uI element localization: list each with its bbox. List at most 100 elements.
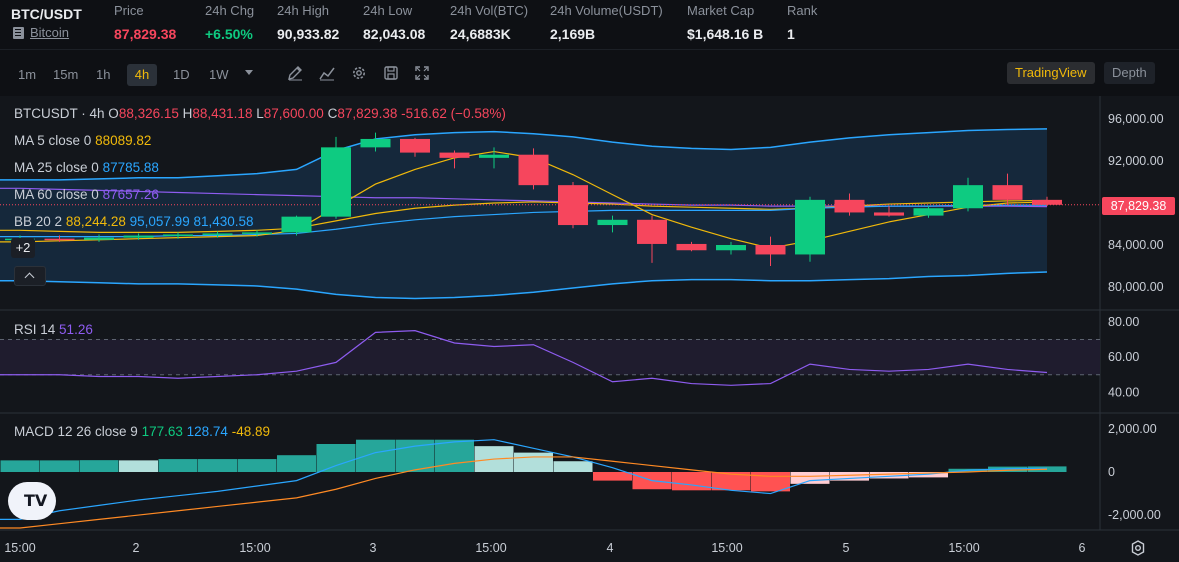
price-chart[interactable]: 96,000.0092,000.0088,000.0084,000.0080,0… [0,96,1179,562]
fullscreen-icon[interactable] [414,65,430,81]
macd-histogram-bar[interactable] [158,459,198,472]
candle[interactable] [439,150,470,169]
candle[interactable] [84,234,114,242]
candle-body[interactable] [913,208,944,216]
macd-histogram-bar[interactable] [198,459,237,472]
candle-body[interactable] [123,235,154,238]
macd-histogram-bar[interactable] [1027,466,1067,472]
depth-tab[interactable]: Depth [1104,62,1155,84]
more-indicators-badge[interactable]: +2 [11,238,35,258]
candle-body[interactable] [953,185,983,209]
candle-body[interactable] [755,245,786,255]
candle[interactable] [1032,196,1062,207]
candle[interactable] [953,177,983,212]
candle-body[interactable] [597,219,628,226]
candle[interactable] [479,147,509,169]
candle[interactable] [992,173,1023,206]
candle-body[interactable] [44,238,75,241]
candle-body[interactable] [281,216,312,233]
macd-histogram-bar[interactable] [40,460,79,472]
asset-name[interactable]: Bitcoin [30,25,70,40]
timeframe-4h[interactable]: 4h [127,64,157,86]
candle-body[interactable] [676,243,707,251]
save-icon[interactable] [383,65,399,81]
candle[interactable] [242,230,272,237]
candle[interactable] [163,232,193,239]
candle[interactable] [321,136,351,219]
tradingview-tab[interactable]: TradingView [1007,62,1095,84]
macd-histogram-bar[interactable] [237,459,277,472]
candle-body[interactable] [163,234,193,237]
macd-histogram-bar[interactable] [790,472,830,484]
macd-histogram-bar[interactable] [553,461,593,472]
candle-body[interactable] [637,219,667,244]
chart-settings-icon[interactable] [1130,540,1146,556]
candle[interactable] [202,231,233,238]
candle-body[interactable] [795,199,825,255]
timeframe-1d[interactable]: 1D [173,67,190,82]
candle-body[interactable] [834,199,865,213]
candle[interactable] [123,233,154,240]
macd-histogram-bar[interactable] [119,460,158,472]
candle-body[interactable] [716,245,746,251]
candle[interactable] [834,193,865,216]
candle[interactable] [716,241,746,255]
draw-icon[interactable] [287,65,303,81]
macd-histogram-bar[interactable] [830,472,869,481]
settings-icon[interactable] [351,65,367,81]
candle-body[interactable] [479,154,509,158]
candle[interactable] [400,137,430,157]
macd-histogram-bar[interactable] [316,444,356,472]
candle[interactable] [558,182,588,229]
macd-histogram-bar[interactable] [672,472,711,491]
collapse-legend-button[interactable] [14,266,46,286]
candle[interactable] [913,206,944,218]
macd-histogram-bar[interactable] [79,460,119,472]
timeframe-15m[interactable]: 15m [53,67,79,82]
macd-histogram-bar[interactable] [711,472,751,491]
macd-histogram-bar[interactable] [514,452,553,472]
symbol-title[interactable]: BTC/USDT [11,6,82,22]
ma60-legend[interactable]: MA 60 close 0 87657.26 [14,187,159,202]
candle-body[interactable] [242,232,272,234]
timeframe-1m[interactable]: 1m [18,67,37,82]
timeframe-1w[interactable]: 1W [209,67,229,82]
candle-body[interactable] [439,152,470,158]
candle[interactable] [637,215,667,263]
timeframe-dropdown-icon[interactable] [245,70,253,75]
candle[interactable] [281,215,312,236]
bb-legend[interactable]: BB 20 2 88,244.28 95,057.99 81,430.58 [14,214,254,229]
ma25-legend[interactable]: MA 25 close 0 87785.88 [14,160,159,175]
candle[interactable] [360,132,391,152]
macd-histogram-bar[interactable] [356,439,395,472]
macd-histogram-bar[interactable] [869,472,909,479]
candle-body[interactable] [518,154,549,186]
candle-body[interactable] [874,212,904,216]
rsi-legend[interactable]: RSI 14 51.26 [14,322,93,337]
candle[interactable] [795,196,825,262]
macd-histogram-bar[interactable] [435,439,474,472]
candle[interactable] [44,235,75,242]
ma5-legend[interactable]: MA 5 close 0 88089.82 [14,133,151,148]
macd-histogram-bar[interactable] [0,460,40,472]
candle-body[interactable] [400,138,430,153]
candle-body[interactable] [1032,199,1062,205]
macd-histogram-bar[interactable] [277,455,316,472]
candle-body[interactable] [202,233,233,235]
candle[interactable] [676,241,707,252]
asset-link[interactable]: Bitcoin [13,25,69,40]
candle[interactable] [597,215,628,233]
candle-body[interactable] [84,237,114,240]
candle-body[interactable] [321,147,351,217]
candle[interactable] [518,148,549,190]
timeframe-1h[interactable]: 1h [96,67,111,82]
candle[interactable] [874,206,904,217]
tradingview-logo[interactable]: TV [8,482,56,520]
candle-body[interactable] [992,185,1023,200]
indicator-icon[interactable] [319,65,335,81]
macd-legend[interactable]: MACD 12 26 close 9 177.63 128.74 -48.89 [14,424,270,439]
candle[interactable] [755,236,786,266]
macd-histogram-bar[interactable] [593,472,632,481]
candle-body[interactable] [360,138,391,148]
candle-body[interactable] [558,185,588,226]
